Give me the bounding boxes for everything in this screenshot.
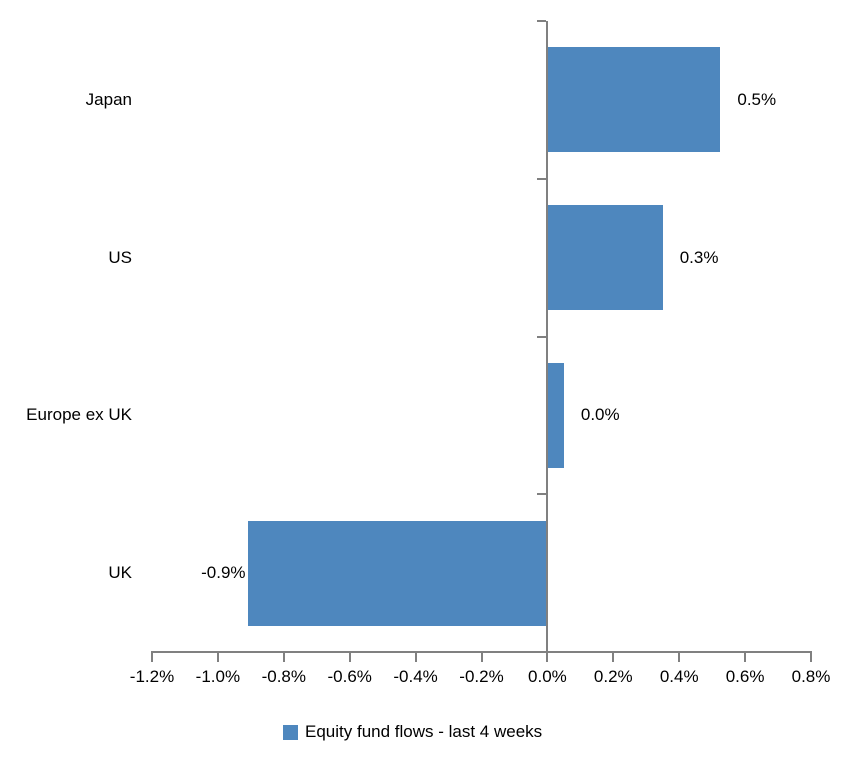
category-tick (537, 177, 547, 180)
x-axis-tick (151, 651, 153, 662)
x-axis-tick (282, 651, 285, 662)
x-axis-tick (546, 651, 549, 662)
x-axis-tick (612, 651, 615, 662)
x-axis-tick (480, 651, 483, 662)
x-tick-label: -1.2% (129, 667, 175, 686)
zero-axis-line (546, 21, 549, 662)
data-label-us: 0.3% (679, 247, 719, 267)
legend-label: Equity fund flows - last 4 weeks (305, 722, 543, 741)
x-tick-label: 0.4% (659, 667, 699, 686)
category-label-europe-ex-uk: Europe ex UK (26, 405, 132, 425)
x-tick-label: 0.2% (593, 667, 633, 686)
x-axis-tick (348, 651, 351, 662)
data-label-uk: -0.9% (201, 563, 246, 583)
x-axis-tick (744, 651, 747, 662)
bar-japan (547, 47, 721, 153)
x-axis-tick (678, 651, 681, 662)
x-tick-label: -0.6% (327, 667, 372, 686)
x-axis-tick (810, 651, 812, 662)
bar-uk (247, 520, 548, 626)
bar-europe-ex-uk (547, 362, 564, 468)
category-label-japan: Japan (85, 89, 132, 109)
x-axis-tick (216, 651, 219, 662)
x-tick-label: -0.4% (393, 667, 438, 686)
data-label-japan: 0.5% (737, 89, 777, 109)
x-tick-label: 0.8% (791, 667, 831, 686)
x-tick-label: 0.0% (528, 667, 567, 686)
category-label-us: US (108, 247, 132, 267)
x-axis-tick (414, 651, 417, 662)
category-tick (537, 20, 547, 22)
bar-us (547, 205, 663, 311)
x-tick-label: -1.0% (195, 667, 241, 686)
category-tick (537, 335, 547, 338)
x-tick-label: 0.6% (725, 667, 765, 686)
category-label-uk: UK (108, 563, 132, 583)
data-label-europe-ex-uk: 0.0% (580, 405, 620, 425)
category-tick (537, 493, 547, 496)
legend-swatch-icon (283, 724, 298, 740)
x-tick-label: -0.2% (459, 667, 504, 686)
x-tick-label: -0.8% (261, 667, 307, 686)
legend: Equity fund flows - last 4 weeks (283, 722, 542, 742)
